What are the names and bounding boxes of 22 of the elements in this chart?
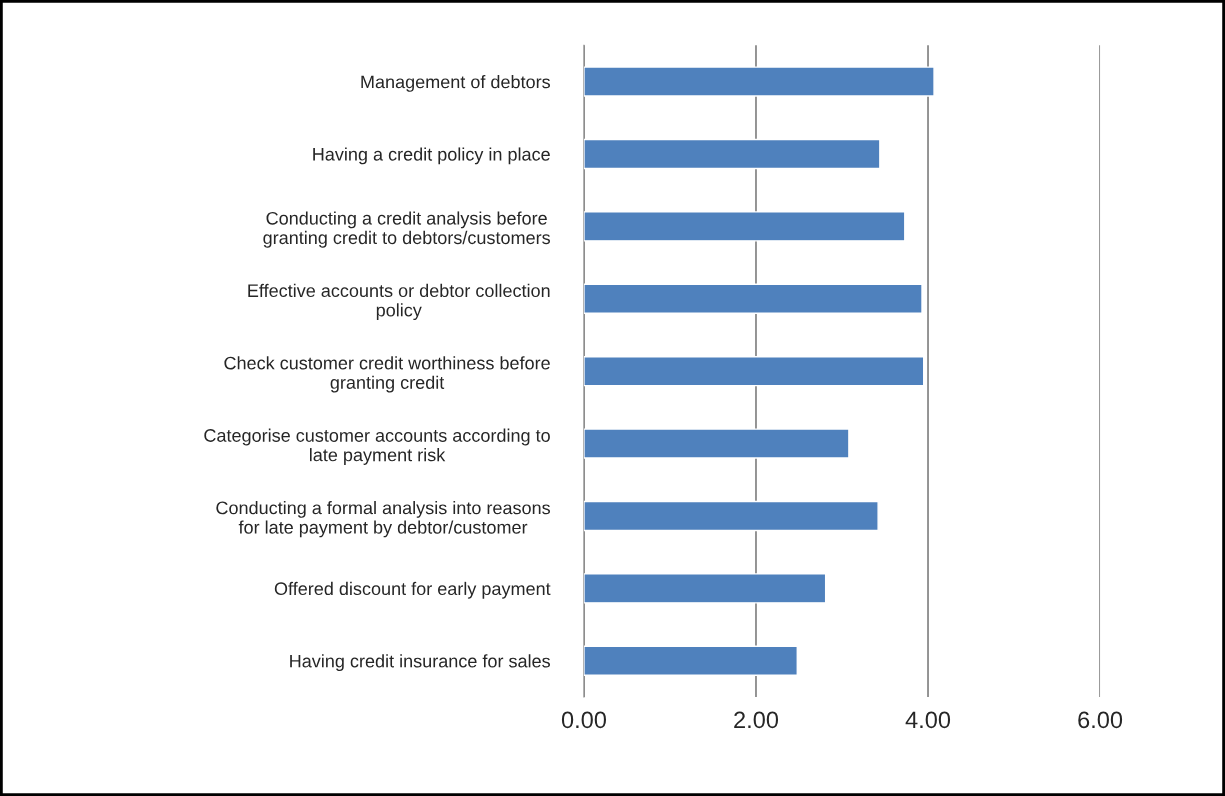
bar [583,211,906,242]
y-tick-label: Having a credit policy in place [313,147,550,165]
bar [583,428,850,459]
x-tick-label: 0.00 [561,711,607,729]
bar [583,355,925,387]
x-tick-label: 6.00 [1078,711,1123,729]
y-tick-label: Having credit insurance for sales [290,654,550,672]
y-tick-label: Offered discount for early payment [274,581,551,599]
bar [583,500,879,532]
bar [583,138,881,170]
bar [583,573,827,604]
bar [583,66,935,97]
x-tick-label: 2.00 [734,711,779,729]
x-tick-label: 4.00 [905,711,951,729]
y-tick-label: Management of debtors [361,75,550,92]
bar [583,283,923,314]
y-tick-label: Categorise customer accounts according to late payment risk [204,428,550,465]
y-tick-label: Conducting a credit analysis before granting credit to debtors/customers [263,211,550,248]
y-tick-label: Effective accounts or debtor collection policy [248,283,550,321]
y-tick-label: Conducting a formal analysis into reasons for late payment by debtor/customer [216,501,550,538]
bar [583,645,798,676]
y-tick-label: Check customer credit worthiness before granting credit [224,356,550,393]
